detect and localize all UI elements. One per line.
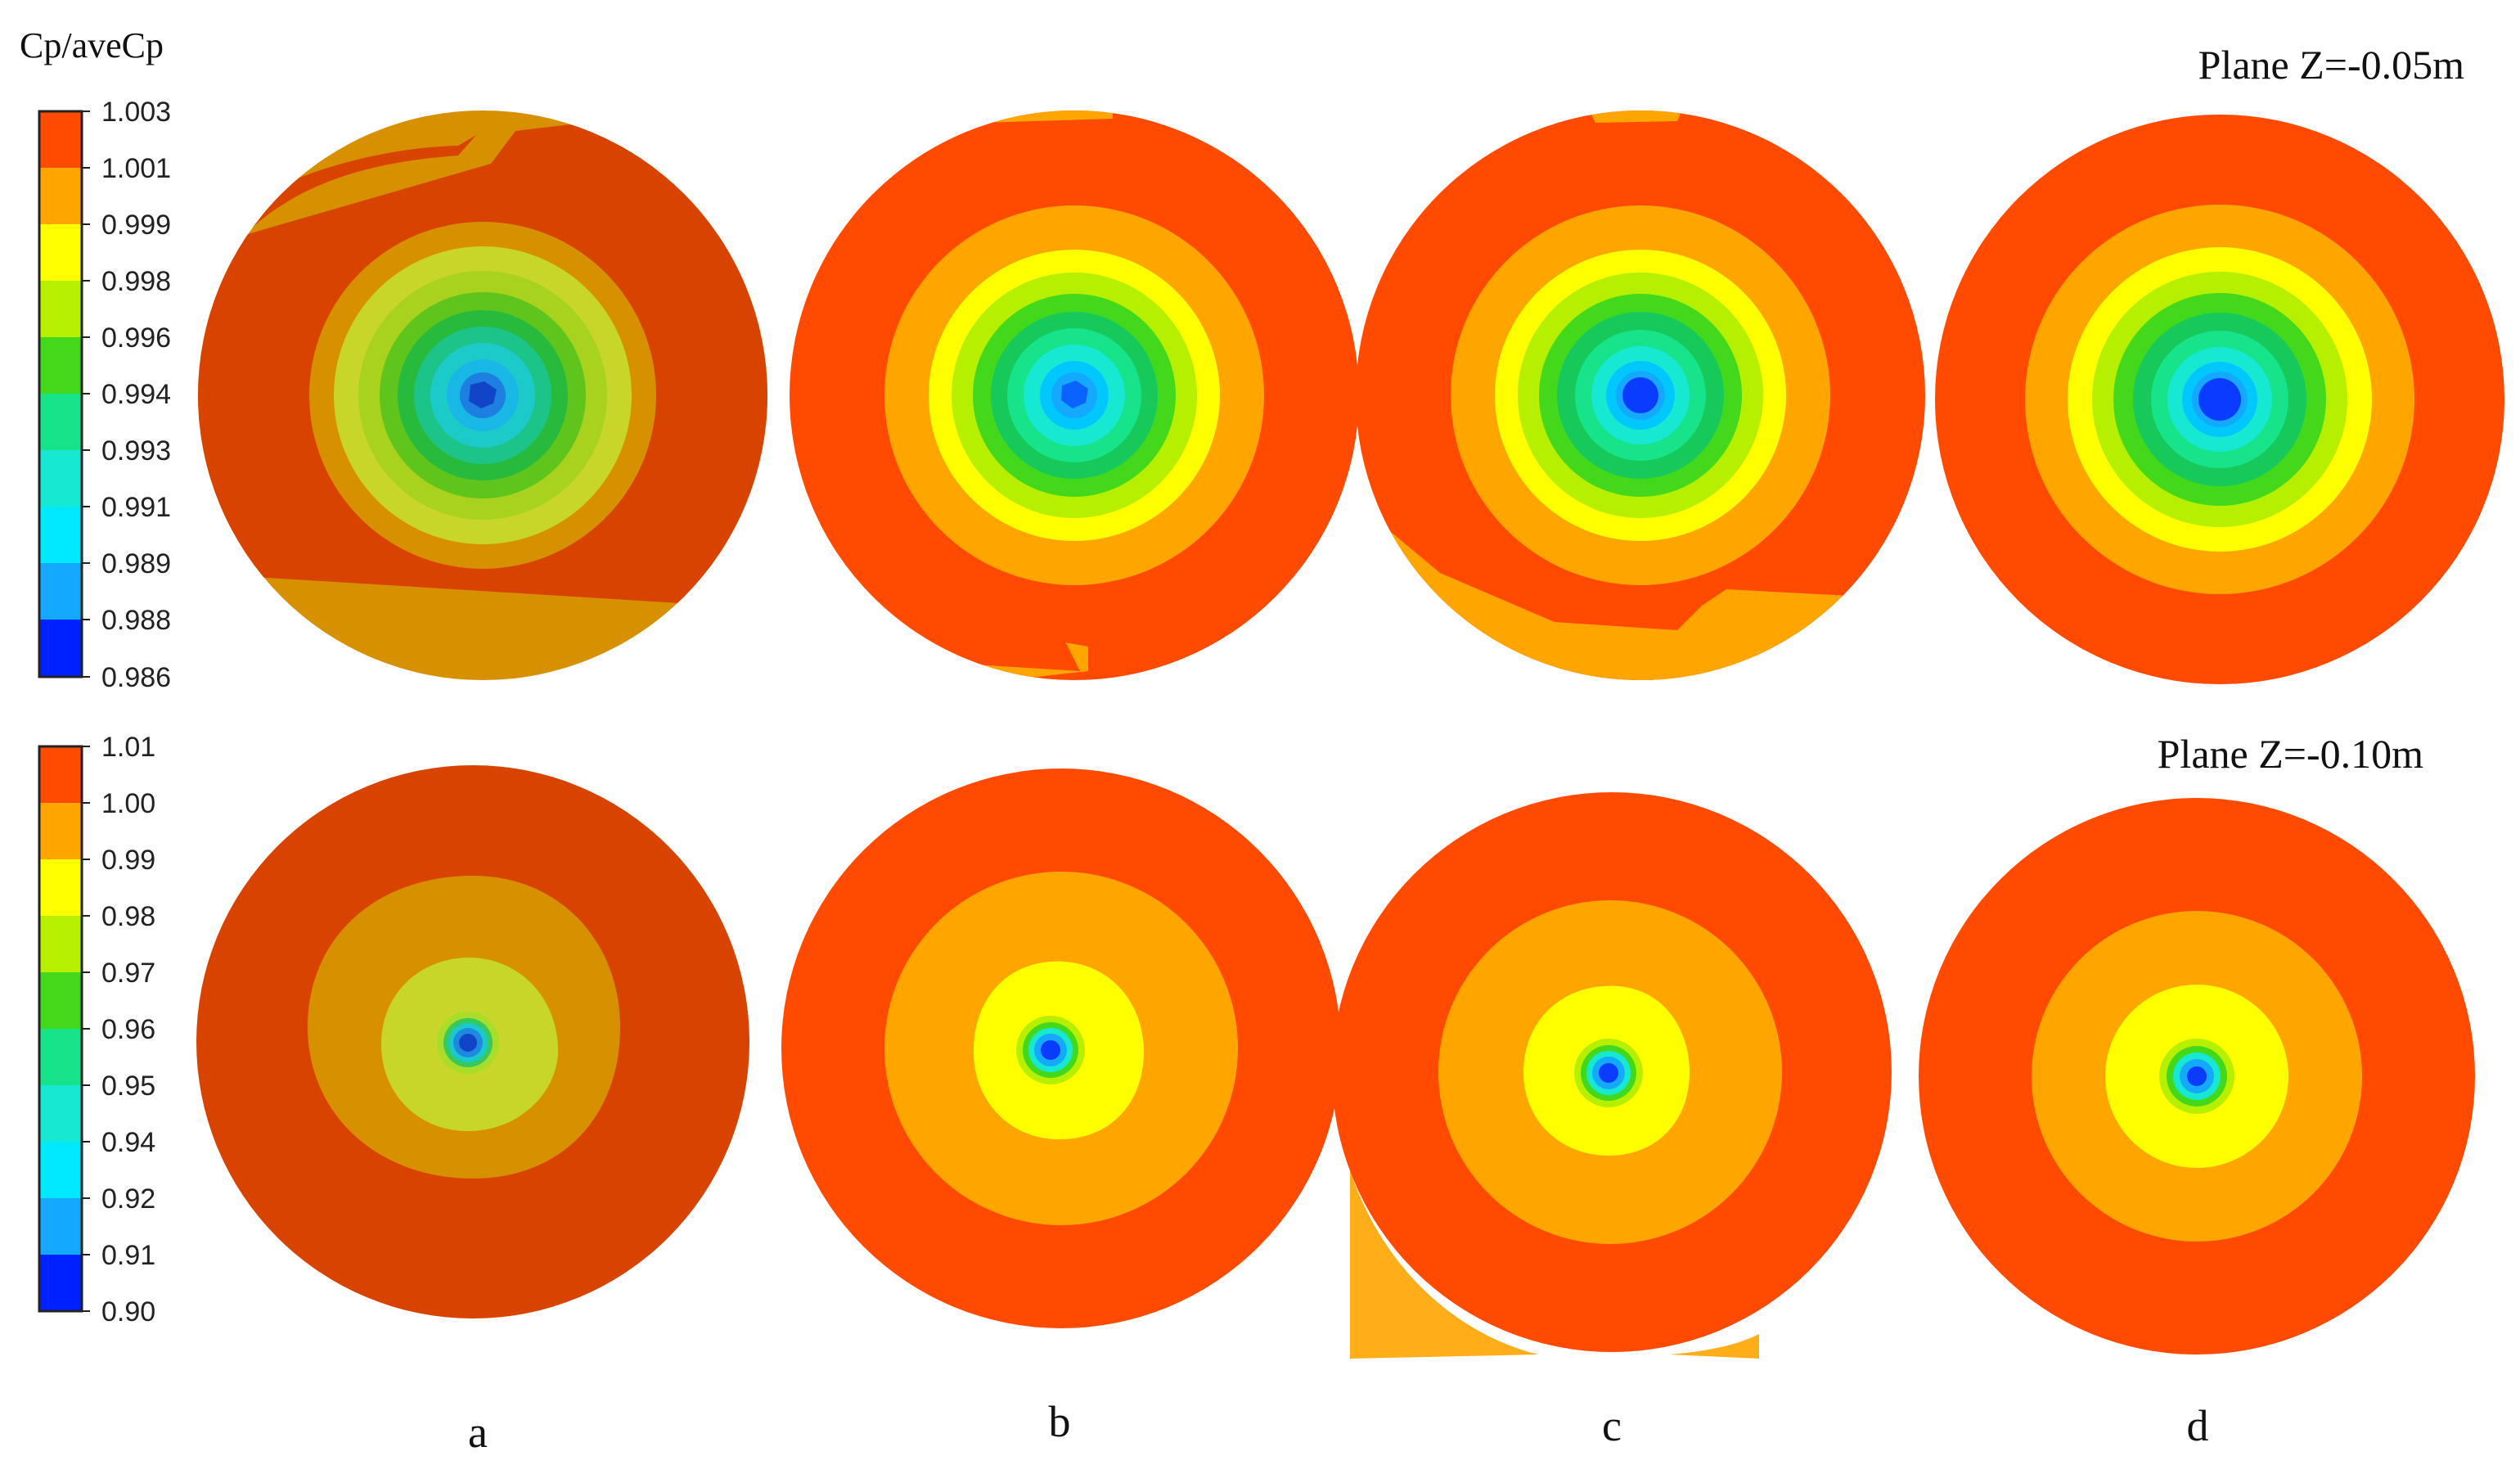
swatch-level-6 [39,1029,82,1085]
swatch-level-7 [39,450,82,507]
colorbar-bottom-label: 0.96 [101,1014,155,1045]
swatch-level-9 [39,563,82,620]
contour-disc-top-a [198,110,767,680]
colorbar-top-label: 1.001 [101,153,171,184]
swatch-level-9 [39,1198,82,1255]
contour-disc-bottom-a [196,765,749,1318]
swatch-level-2 [39,803,82,859]
colorbar-top-ticks [82,110,90,678]
panel-label-a: a [468,1408,488,1457]
colorbar-top-label: 0.994 [101,379,171,410]
contour-disc-top-d [1935,115,2504,684]
colorbar-bottom-label: 0.94 [101,1127,155,1158]
colorbar-top-label: 0.996 [101,322,171,354]
panel-label-b: b [1049,1397,1071,1446]
swatch-level-2 [39,168,82,224]
colorbar-bottom-label: 1.00 [101,788,155,819]
colorbar-top-swatches [38,110,83,678]
swatch-level-5 [39,337,82,394]
contour-disc-top-c [1356,110,1925,680]
swatch-level-1 [39,111,82,168]
swatch-level-10 [39,1255,82,1311]
swatch-level-7 [39,1085,82,1142]
colorbar-top: 1.003 1.001 0.999 0.998 0.996 0.994 0.99… [38,97,171,693]
swatch-level-8 [39,1142,82,1198]
colorbar-top-label: 1.003 [101,97,171,128]
panel-label-d: d [2187,1401,2209,1450]
colorbar-top-label: 0.988 [101,605,171,636]
colorbar-bottom-swatches [38,745,83,1313]
colorbar-bottom-label: 0.99 [101,845,155,876]
colorbar-top-label: 0.999 [101,210,171,241]
contour-disc-bottom-b [781,769,1341,1328]
colorbar-top-label: 0.986 [101,662,171,693]
colorbar-bottom-ticks [82,746,90,1312]
colorbar-top-label: 0.991 [101,492,171,523]
plane-label-top: Plane Z=-0.05m [2198,42,2464,88]
contour-disc-top-b [790,110,1359,680]
colorbar-bottom-label: 0.98 [101,901,155,932]
swatch-level-3 [39,859,82,916]
panel-label-c: c [1602,1401,1622,1450]
contour-disc-bottom-d [1919,798,2475,1355]
colorbar-bottom-label: 0.92 [101,1183,155,1215]
colorbar-bottom-label: 0.91 [101,1240,155,1271]
plane-label-bottom: Plane Z=-0.10m [2158,731,2423,777]
swatch-level-3 [39,224,82,281]
contour-disc-bottom-c [1332,792,1892,1359]
swatch-level-4 [39,281,82,337]
colorbar-bottom: 1.01 1.00 0.99 0.98 0.97 0.96 0.95 0.94 … [38,732,155,1327]
swatch-level-8 [39,507,82,563]
colorbar-bottom-label: 1.01 [101,732,155,763]
colorbar-bottom-label: 0.97 [101,958,155,989]
colorbar-top-label: 0.998 [101,266,171,297]
colorbar-top-label: 0.989 [101,548,171,579]
colorbar-bottom-label: 0.95 [101,1071,155,1102]
swatch-level-5 [39,972,82,1029]
legend-title: Cp/aveCp [20,25,164,65]
swatch-level-6 [39,394,82,450]
swatch-level-1 [39,746,82,803]
swatch-level-4 [39,916,82,972]
swatch-level-10 [39,620,82,677]
colorbar-bottom-label: 0.90 [101,1296,155,1327]
colorbar-top-label: 0.993 [101,435,171,467]
